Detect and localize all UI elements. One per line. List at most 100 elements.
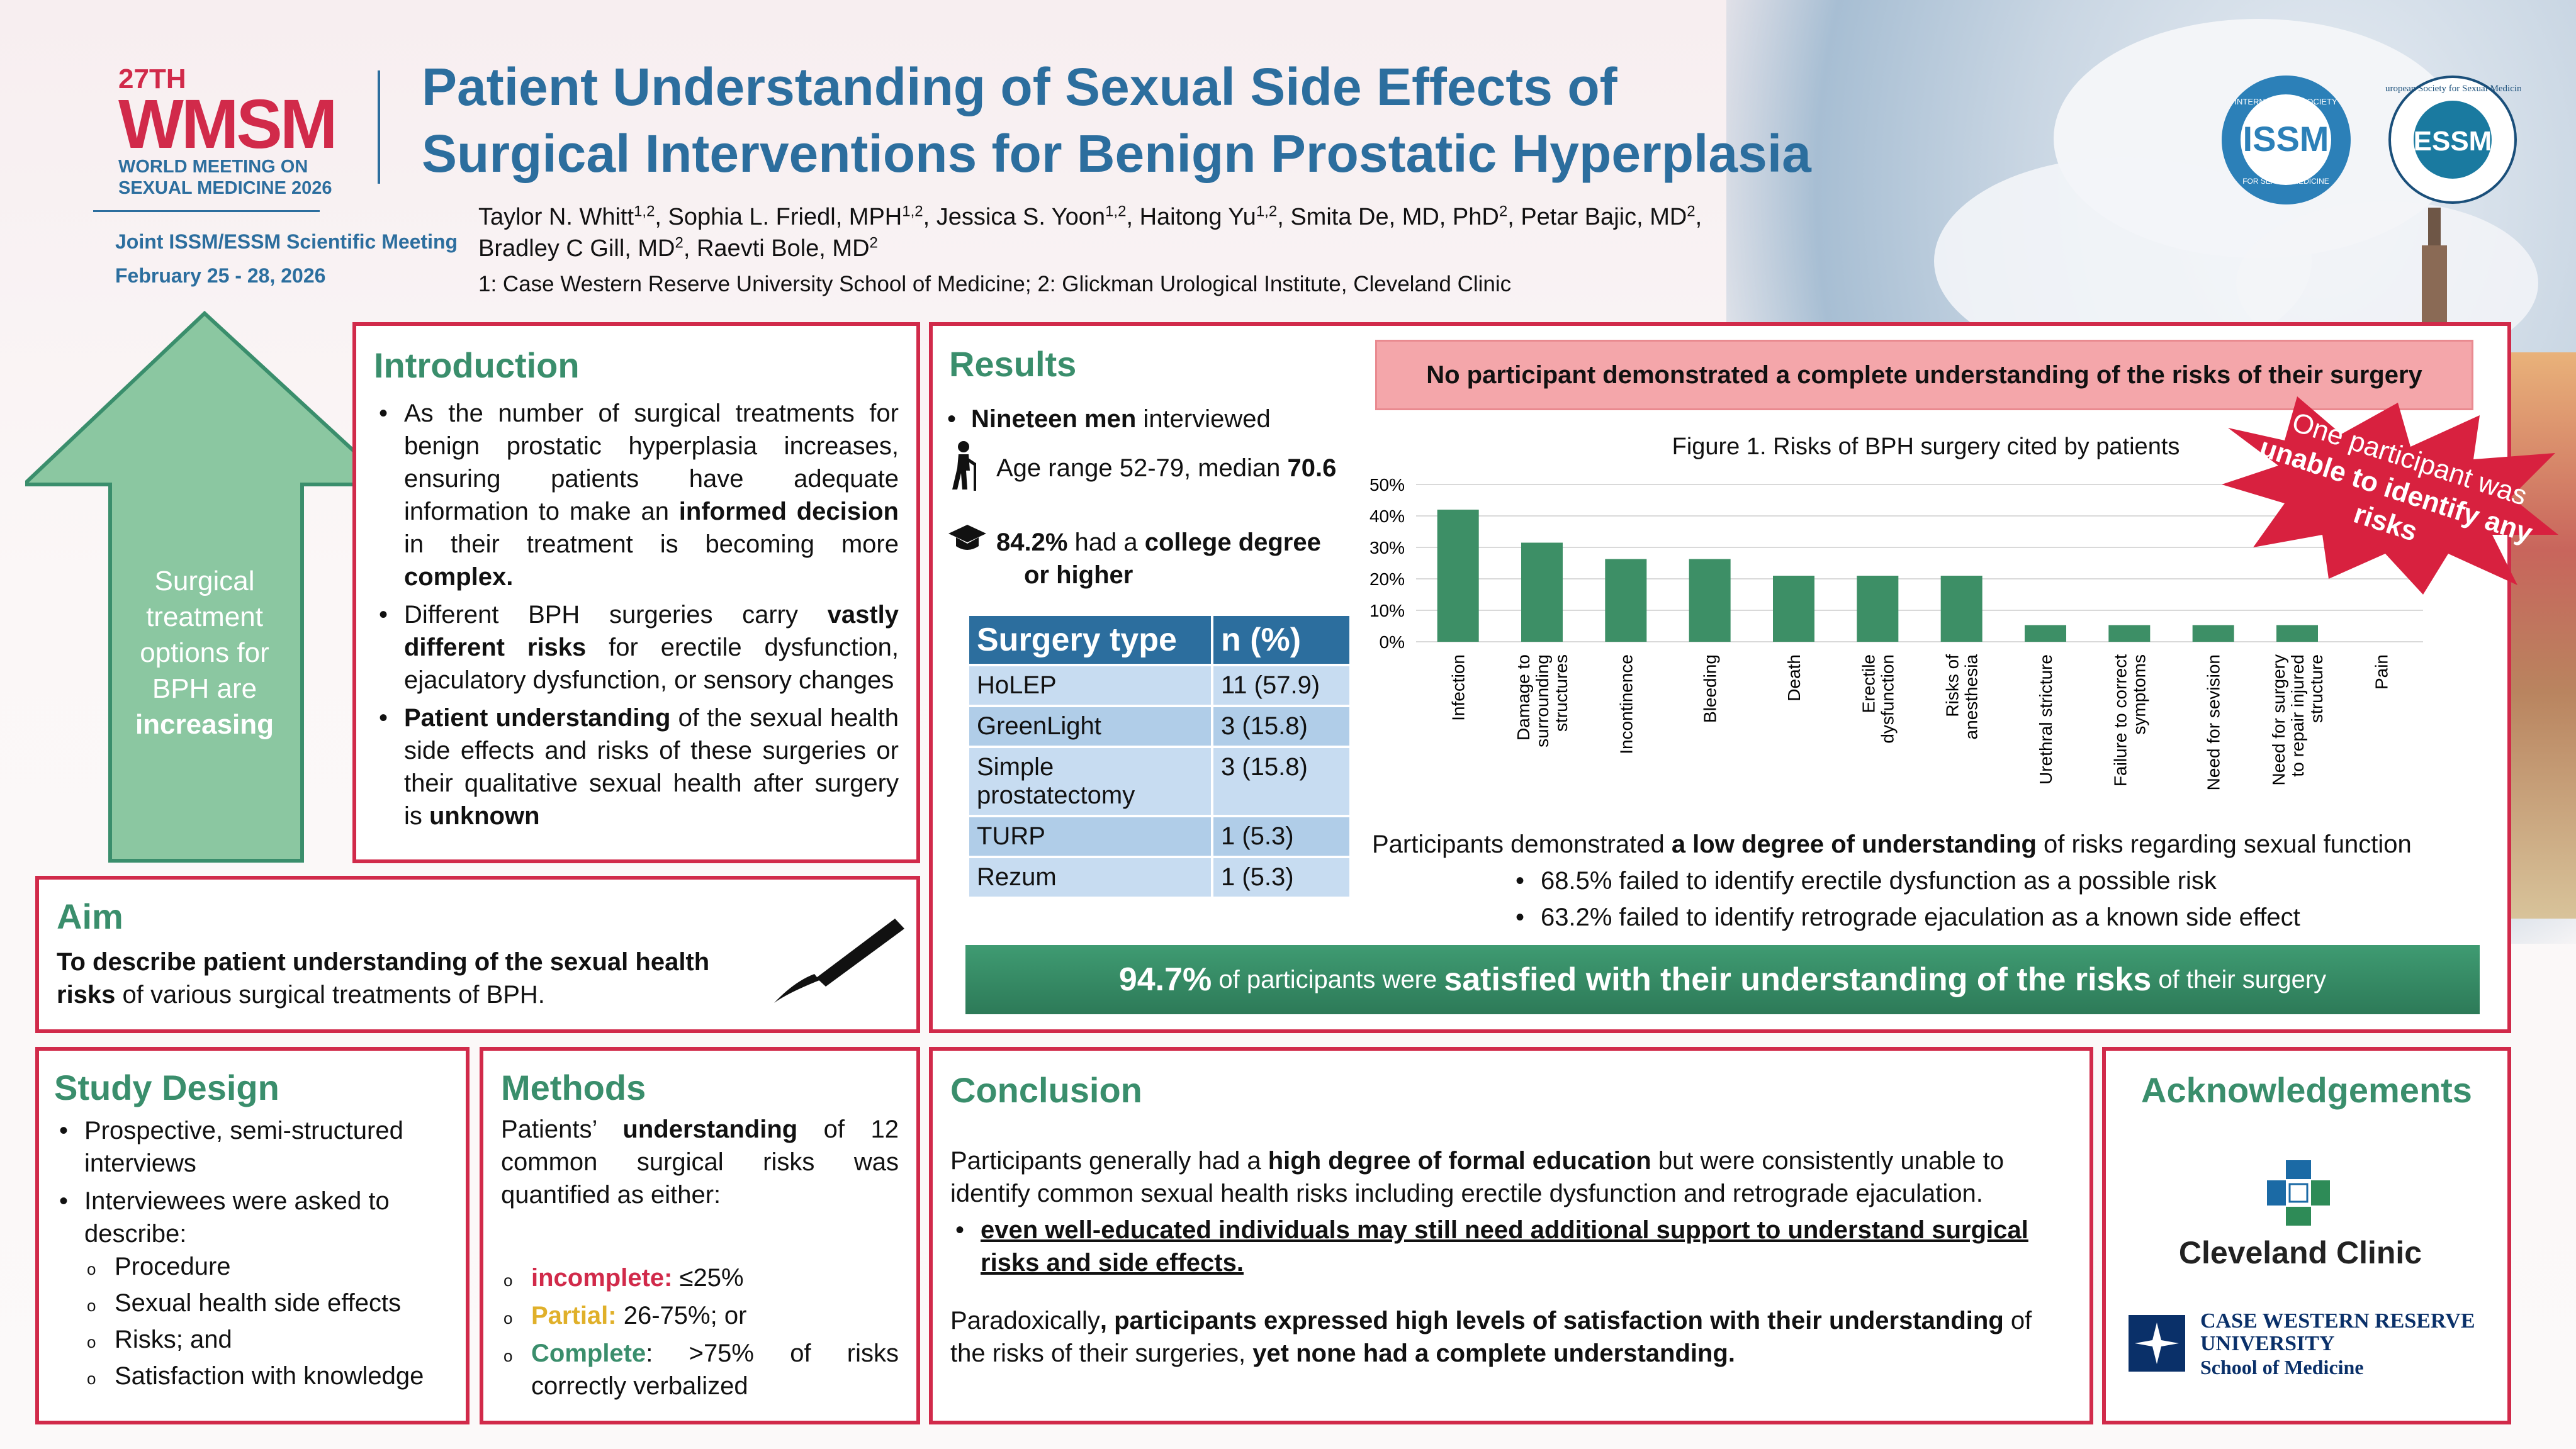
issm-logo-text: ISSM [2243, 119, 2329, 159]
conclusion-list: even well-educated individuals may still… [950, 1214, 2072, 1279]
author-affiliation: 2 [1499, 203, 1508, 220]
affiliations: 1: Case Western Reserve University Schoo… [478, 272, 1512, 296]
methods-section: Methods Patients’ understanding of 12 co… [480, 1047, 920, 1424]
surgery-count-cell: 1 (5.3) [1211, 815, 1352, 858]
aim-text: To describe patient understanding of the… [57, 948, 710, 1009]
chart-bar [2108, 625, 2151, 642]
joint-meeting: Joint ISSM/ESSM Scientific Meeting [115, 230, 458, 253]
chart-xtick-text: Need for sevision [2204, 654, 2224, 790]
surgery-count-cell: 11 (57.9) [1211, 664, 1352, 707]
table-row: HoLEP 11 (57.9) [967, 664, 1352, 707]
table-row: Rezum 1 (5.3) [967, 856, 1352, 899]
results-age: Age range 52-79, median 70.6 [996, 454, 1337, 482]
aim-section: Aim To describe patient understanding of… [35, 876, 920, 1033]
author-affiliation: 2 [675, 234, 683, 252]
logo-divider [378, 70, 380, 184]
chart-xtick-text: Incontinence [1616, 654, 1636, 754]
conference-name-1: WORLD MEETING ON [118, 157, 308, 177]
arrow-text: Surgical treatment options for BPH are i… [135, 566, 274, 740]
essm-logo-text: ESSM [2414, 126, 2492, 157]
chart-xtick-label: Pain [2371, 654, 2391, 690]
chart-ytick-label: 0% [1380, 632, 1405, 652]
chart-xtick-label: Damage to surrounding structures [1514, 654, 1571, 747]
chart-bar [2276, 625, 2318, 642]
starburst-callout: One participant was unable to identify a… [2222, 396, 2558, 595]
issm-logo-top: INTERNATIONAL SOCIETY [2234, 97, 2337, 106]
results-participants: • Nineteen men interviewed [947, 405, 1271, 433]
results-education: 84.2% had a college degree or higher [996, 529, 1321, 589]
conference-edition: 27TH [118, 64, 186, 94]
satisfaction-banner: 94.7% of participants were satisfied wit… [965, 945, 2480, 1014]
essm-logo-ring: European Society for Sexual Medicine [2385, 84, 2521, 94]
author-affiliation: 1,2 [634, 203, 655, 220]
chart-bar [1940, 576, 1983, 642]
chart-bar [1773, 576, 1814, 642]
chart-bar [2025, 625, 2066, 642]
cleveland-clinic-logo-icon [2267, 1160, 2330, 1226]
meeting-dates: February 25 - 28, 2026 [115, 264, 326, 287]
chart-xtick-text: Death [1784, 654, 1804, 702]
conference-acronym: WMSM [118, 86, 337, 163]
cleveland-clinic-name: Cleveland Clinic [2178, 1235, 2422, 1270]
chart-bar [1857, 576, 1899, 642]
chart-xtick-text: Bleeding [1701, 654, 1720, 723]
chart-xtick-label: Incontinence [1616, 654, 1636, 754]
methods-text: Patients’ understanding of 12 common sur… [501, 1116, 899, 1209]
understanding-list: 68.5% failed to identify erectile dysfun… [1510, 864, 2300, 934]
chart-bar [1689, 559, 1731, 642]
chart-title: Figure 1. Risks of BPH surgery cited by … [1672, 434, 2180, 460]
table-row: TURP 1 (5.3) [967, 815, 1352, 858]
issm-logo: ISSM INTERNATIONAL SOCIETY FOR SEXUAL ME… [2222, 76, 2351, 204]
surgery-table: Surgery type n (%) HoLEP 11 (57.9) GreenLi… [967, 613, 1352, 899]
chart-xtick-text: Damage to [1514, 654, 1533, 741]
chart-ytick-label: 30% [1370, 538, 1405, 557]
surgery-count-cell: 3 (15.8) [1211, 705, 1352, 748]
study-design-section: Study Design Prospective, semi-structure… [35, 1047, 470, 1424]
introduction-list: As the number of surgical treatments for… [374, 397, 899, 832]
study-design-list: Prospective, semi-structured interviews … [54, 1114, 448, 1250]
chart-xtick-label: Erectile dysfunction [1859, 654, 1897, 744]
author-name: Jessica S. Yoon [936, 204, 1106, 230]
poster-title-1: Patient Understanding of Sexual Side Eff… [422, 57, 1617, 116]
elderly-person-icon [952, 441, 976, 491]
city-buildings [2507, 352, 2576, 919]
surgery-type-cell: GreenLight [967, 705, 1213, 748]
understanding-summary: Participants demonstrated a low degree o… [1372, 831, 2412, 858]
chart-xtick-label: Bleeding [1701, 654, 1720, 723]
author-name: Haitong Yu [1139, 204, 1256, 230]
methods-list: incomplete: ≤25% Partial: 26-75%; or Com… [501, 1262, 899, 1402]
chart-xtick-label: Death [1784, 654, 1804, 702]
table-row: Simple prostatectomy 3 (15.8) [967, 746, 1352, 817]
surgery-type-cell: TURP [967, 815, 1213, 858]
chart-xtick-text: structure [2307, 654, 2326, 723]
poster-title-2: Surgical Interventions for Benign Prosta… [422, 124, 1811, 183]
acknowledgements-heading: Acknowledgements [2141, 1070, 2472, 1110]
chart-xtick-text: Pain [2371, 654, 2391, 690]
chart-xtick-text: Failure to correct [2110, 654, 2130, 786]
conference-logo: 27TH WMSM WORLD MEETING ON SEXUAL MEDICI… [93, 64, 337, 212]
cwru-name: CASE WESTERN RESERVE UNIVERSITY School o… [2200, 1309, 2475, 1379]
study-design-heading: Study Design [54, 1068, 279, 1107]
author-affiliation: 1,2 [1105, 203, 1127, 220]
conclusion-p2: Paradoxically, participants expressed hi… [950, 1307, 2032, 1367]
study-design-sublist: Procedure Sexual health side effects Ris… [84, 1250, 448, 1395]
chart-xtick-text: Infection [1449, 654, 1468, 721]
conference-name-2: SEXUAL MEDICINE 2026 [118, 178, 332, 198]
conclusion-p1: Participants generally had a high degree… [950, 1147, 2005, 1207]
cwru-logo-icon [2129, 1315, 2185, 1372]
risks-bar-chart: Figure 1. Risks of BPH surgery cited by … [1370, 434, 2423, 790]
author-affiliation: 2 [1687, 203, 1696, 220]
chart-xtick-label: Risks of anesthesia [1943, 654, 1981, 740]
author-name: Petar Bajic, MD [1521, 204, 1687, 230]
surgery-type-cell: HoLEP [967, 664, 1213, 707]
introduction-section: Introduction As the number of surgical t… [352, 322, 920, 863]
chart-xtick-text: Need for surgery [2269, 654, 2288, 786]
chart-xtick-text: Urethral stricture [2036, 654, 2056, 785]
author-name: Raevti Bole, MD [696, 235, 870, 262]
graduation-cap-icon [948, 525, 986, 550]
chart-ytick-label: 40% [1370, 506, 1405, 526]
chart-xtick-label: Failure to correct symptoms [2110, 654, 2149, 786]
chart-xtick-text: structures [1551, 654, 1571, 732]
surgery-count-cell: 1 (5.3) [1211, 856, 1352, 899]
chart-bar [1521, 542, 1563, 642]
